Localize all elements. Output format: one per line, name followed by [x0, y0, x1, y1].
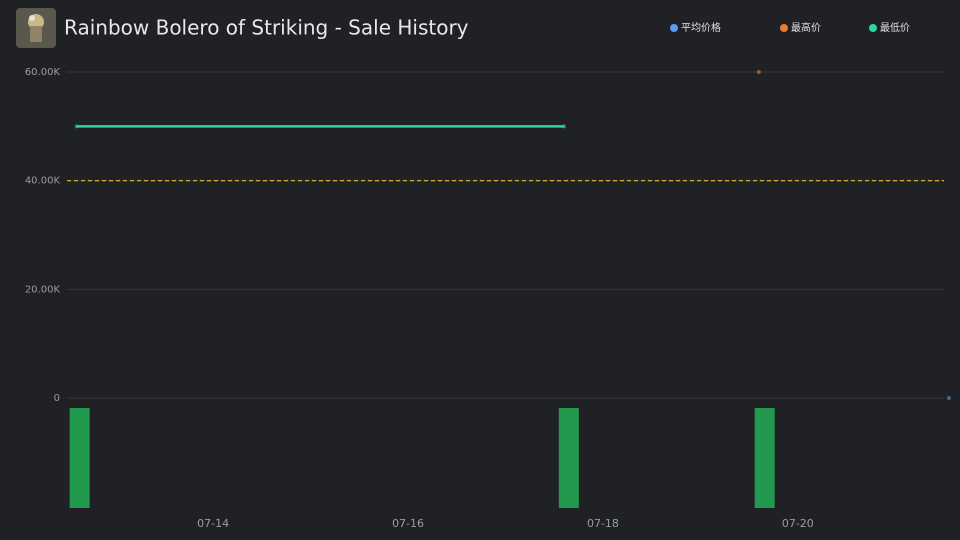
item-icon [16, 8, 56, 48]
x-tick-label: 07-14 [197, 517, 229, 530]
y-tick-label: 60.00K [25, 67, 61, 78]
chart-title: Rainbow Bolero of Striking - Sale Histor… [64, 16, 469, 40]
legend-label: 最高价 [791, 21, 821, 34]
y-tick-label: 40.00K [25, 176, 61, 187]
volume-bar [754, 408, 775, 508]
x-tick-label: 07-18 [587, 517, 619, 530]
y-tick-label: 20.00K [25, 284, 61, 295]
legend-marker [869, 24, 877, 32]
volume-bar [69, 408, 90, 508]
data-point [946, 396, 951, 400]
x-tick-label: 07-20 [782, 517, 814, 530]
x-tick-label: 07-16 [392, 517, 424, 530]
data-point [561, 124, 566, 129]
legend-marker [670, 24, 678, 32]
legend-label: 最低价 [880, 21, 910, 34]
legend-label: 平均价格 [681, 21, 721, 34]
data-point [74, 124, 79, 129]
volume-bar [558, 408, 579, 508]
legend-marker [780, 24, 788, 32]
y-tick-label: 0 [54, 393, 60, 404]
data-point [756, 70, 761, 74]
